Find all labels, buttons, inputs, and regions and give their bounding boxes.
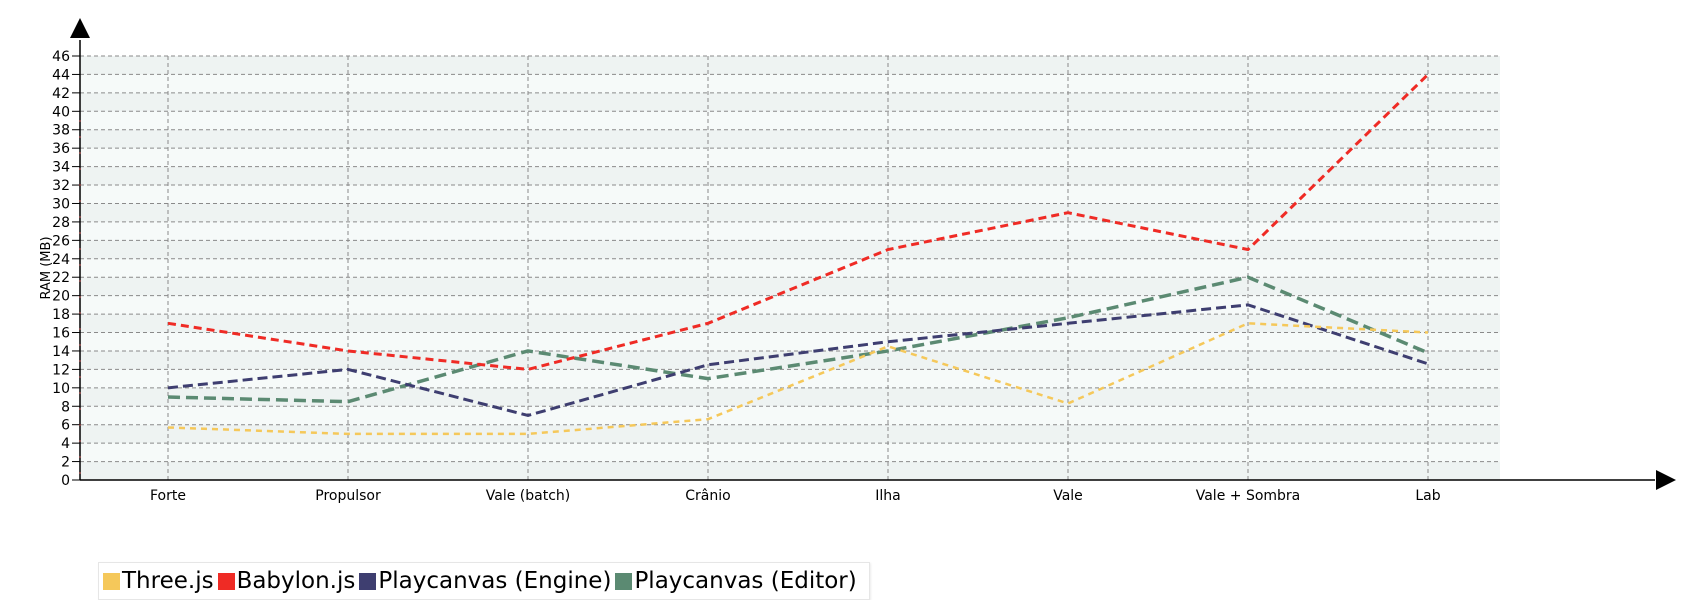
band (80, 258, 1500, 278)
band (80, 203, 1500, 222)
x-tick-labels: Forte Propulsor Vale (batch) Crânio Ilha Vale… (150, 488, 1441, 504)
band (80, 424, 1500, 444)
x-tick-label: Ilha (875, 488, 900, 504)
legend-swatch (217, 572, 235, 590)
y-tick-label: 18 (52, 307, 70, 323)
y-tick-label: 42 (52, 86, 70, 102)
grid-lines (72, 55, 1500, 481)
band (80, 221, 1500, 241)
x-axis-arrow (1656, 470, 1676, 490)
background-bands (80, 56, 1500, 480)
y-tick-label: 0 (61, 473, 70, 489)
series-line-playcanvas-editor (167, 275, 1429, 404)
axes (70, 18, 1676, 490)
band (80, 166, 1500, 186)
y-tick-label: 28 (52, 215, 70, 231)
y-tick-label: 6 (61, 418, 70, 434)
x-tick-label: Forte (150, 488, 186, 504)
series-lines (167, 73, 1430, 436)
band (80, 277, 1500, 296)
x-tick-label: Lab (1415, 488, 1440, 504)
series-line-three-js (167, 322, 1429, 436)
legend-label: Babylon.js (236, 568, 356, 594)
band (80, 295, 1500, 315)
y-tick-label: 40 (52, 104, 70, 120)
y-tick-label: 16 (52, 326, 70, 342)
y-tick-label: 32 (52, 178, 70, 194)
legend-item-playcanvas-engine[interactable]: Playcanvas (Engine) (359, 568, 611, 594)
legend-label: Playcanvas (Engine) (378, 568, 612, 594)
x-tick-label: Vale (batch) (486, 488, 570, 504)
x-tick-label: Vale + Sombra (1196, 488, 1301, 504)
legend-item-three-js[interactable]: Three.js (103, 568, 214, 594)
legend-item-playcanvas-editor[interactable]: Playcanvas (Editor) (615, 568, 857, 594)
y-tick-label: 4 (61, 436, 70, 452)
legend-swatch (359, 572, 377, 590)
legend-swatch (103, 572, 120, 590)
line-chart: 0246810121416182022242628303234363840424… (39, 18, 1676, 504)
series-line-babylon-js (167, 73, 1430, 371)
band (80, 240, 1500, 259)
y-tick-label: 44 (52, 67, 70, 83)
x-tick-label: Vale (1053, 488, 1083, 504)
y-tick-label: 26 (52, 233, 70, 249)
legend: Three.js Babylon.js Playcanvas (Engine) Pla… (98, 562, 870, 600)
y-tick-label: 38 (52, 123, 70, 139)
y-tick-label: 10 (52, 381, 70, 397)
band (80, 461, 1500, 480)
legend-item-babylon-js[interactable]: Babylon.js (217, 568, 356, 594)
y-tick-label: 20 (52, 289, 70, 305)
y-tick-label: 12 (52, 362, 70, 378)
y-tick-label: 24 (52, 252, 70, 268)
y-axis-arrow (70, 18, 90, 38)
y-tick-label: 22 (52, 270, 70, 286)
band (80, 314, 1500, 333)
band (80, 111, 1500, 130)
series-line-playcanvas-engine (167, 303, 1429, 417)
y-tick-labels: 0246810121416182022242628303234363840424… (52, 49, 70, 489)
band (80, 350, 1500, 370)
band (80, 92, 1500, 112)
band (80, 185, 1500, 204)
band (80, 56, 1500, 75)
band (80, 443, 1500, 462)
y-tick-label: 34 (52, 160, 70, 176)
band (80, 406, 1500, 425)
legend-label: Three.js (122, 568, 214, 594)
y-tick-label: 46 (52, 49, 70, 65)
band (80, 387, 1500, 407)
band (80, 129, 1500, 149)
y-axis-title: RAM (MB) (39, 236, 54, 299)
band (80, 74, 1500, 93)
y-tick-label: 8 (61, 399, 70, 415)
legend-swatch (615, 572, 633, 590)
band (80, 369, 1500, 388)
x-tick-label: Propulsor (315, 488, 381, 504)
legend-label: Playcanvas (Editor) (634, 568, 857, 594)
y-tick-label: 36 (52, 141, 70, 157)
y-tick-label: 2 (61, 455, 70, 471)
y-tick-label: 14 (52, 344, 70, 360)
band (80, 148, 1500, 167)
y-tick-label: 30 (52, 196, 70, 212)
band (80, 332, 1500, 351)
x-tick-label: Crânio (685, 488, 730, 504)
